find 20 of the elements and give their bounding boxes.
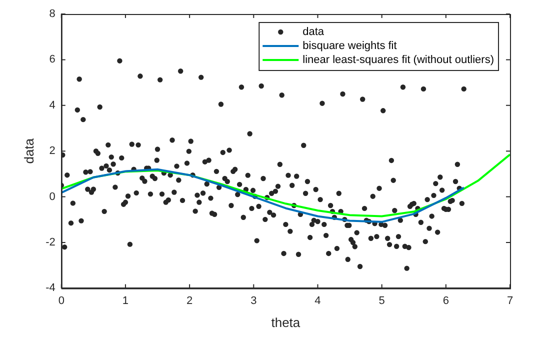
y-tick-label: 4 xyxy=(49,99,56,112)
x-axis-title: theta xyxy=(271,314,301,330)
legend-label: linear least-squares fit (without outliers) xyxy=(302,54,494,66)
y-tick-label: 0 xyxy=(49,190,56,203)
legend-label: bisquare weights fit xyxy=(302,40,397,52)
legend-label: data xyxy=(302,26,325,38)
x-tick-label: 1 xyxy=(122,294,129,307)
y-tick-label: -4 xyxy=(46,282,56,294)
x-tick-label: 3 xyxy=(250,294,257,307)
y-tick-label: 8 xyxy=(49,8,56,20)
y-tick-label: 2 xyxy=(49,145,56,158)
x-tick-label: 5 xyxy=(378,294,385,307)
x-tick-label: 2 xyxy=(186,294,193,307)
x-tick-label: 4 xyxy=(314,294,321,307)
x-tick-label: 6 xyxy=(442,294,449,307)
x-tick-label: 0 xyxy=(58,294,64,307)
x-tick-label: 7 xyxy=(506,294,514,307)
y-tick-label: 6 xyxy=(49,54,56,66)
y-tick-label: -2 xyxy=(46,236,56,249)
y-axis-title: data xyxy=(21,138,36,164)
